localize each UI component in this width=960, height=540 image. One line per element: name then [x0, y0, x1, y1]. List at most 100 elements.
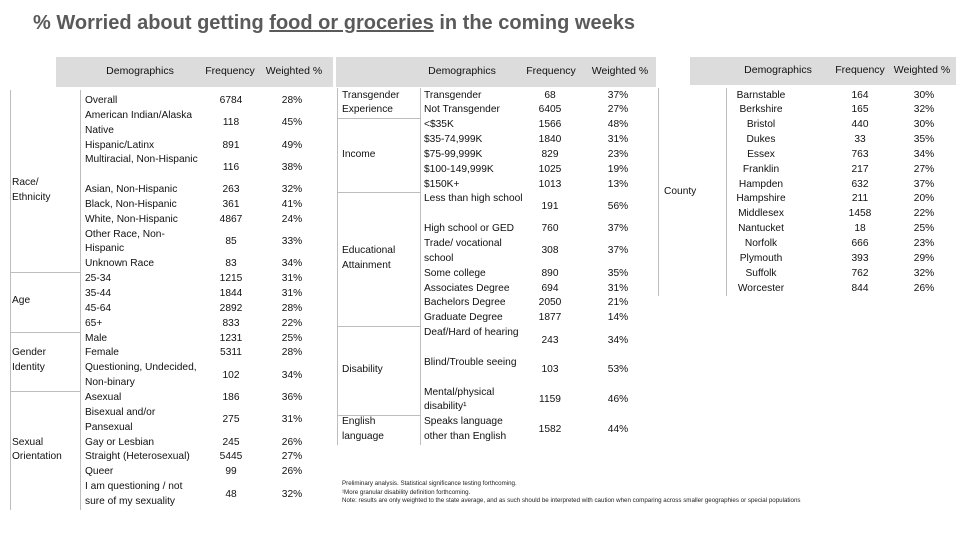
table-1-left-border: [10, 90, 11, 510]
row-label: Asexual: [85, 392, 122, 403]
row-weighted-pct: 24%: [281, 213, 303, 225]
row-frequency: 5445: [219, 451, 243, 463]
group-divider: [338, 326, 420, 328]
row-frequency: 165: [851, 104, 869, 116]
row-weighted-pct: 22%: [281, 317, 303, 329]
row-label: Queer: [85, 466, 114, 478]
row-frequency: 116: [222, 161, 240, 173]
row-label: Franklin: [742, 163, 780, 175]
group-divider: [10, 331, 80, 333]
footnote-3: Note: results are only weighted to the s…: [342, 497, 801, 505]
row-label: American Indian/Alaska Native: [85, 109, 193, 136]
row-weighted-pct: 26%: [913, 282, 935, 294]
row-weighted-pct: 34%: [913, 148, 935, 160]
row-frequency: 2050: [538, 297, 562, 309]
row-label: Overall: [85, 95, 118, 106]
row-label: Black, Non-Hispanic: [85, 198, 177, 210]
row-weighted-pct: 28%: [281, 302, 303, 314]
group-divider: [338, 415, 420, 417]
row-label: Speaks language other than English: [424, 416, 507, 443]
row-weighted-pct: 34%: [281, 258, 303, 270]
row-weighted-pct: 36%: [281, 392, 303, 403]
row-label: $100-149,999K: [424, 163, 494, 175]
row-weighted-pct: 32%: [913, 104, 935, 116]
row-weighted-pct: 35%: [913, 134, 935, 146]
row-label: Other Race, Non-Hispanic: [85, 228, 165, 255]
header-demographics-1: Demographics: [106, 65, 174, 77]
row-weighted-pct: 30%: [913, 89, 935, 101]
row-frequency: 68: [544, 89, 556, 101]
row-frequency: 243: [541, 334, 559, 346]
row-weighted-pct: 22%: [913, 208, 935, 220]
row-label: Gay or Lesbian: [85, 436, 155, 448]
row-frequency: 1844: [219, 288, 243, 300]
row-frequency: 760: [541, 223, 559, 235]
row-frequency: 1582: [538, 423, 562, 435]
row-label: $75-99,999K: [424, 148, 483, 160]
row-weighted-pct: 26%: [281, 436, 303, 448]
row-weighted-pct: 46%: [607, 393, 629, 405]
row-weighted-pct: 48%: [607, 119, 629, 131]
row-label: White, Non-Hispanic: [85, 213, 178, 225]
row-frequency: 1877: [538, 312, 562, 324]
row-label: Worcester: [737, 282, 785, 294]
row-frequency: 211: [851, 193, 869, 205]
row-frequency: 33: [854, 134, 866, 146]
group-divider: [10, 272, 80, 274]
row-weighted-pct: 28%: [281, 347, 303, 359]
row-label: Deaf/Hard of hearing: [424, 327, 519, 339]
title-suffix: in the coming weeks: [433, 12, 635, 34]
row-weighted-pct: 31%: [281, 414, 303, 426]
row-frequency: 191: [541, 200, 559, 212]
group-divider: [338, 118, 420, 120]
row-label: Male: [85, 332, 108, 344]
header-frequency-2: Frequency: [526, 65, 576, 77]
row-frequency: 164: [851, 89, 869, 101]
row-frequency: 891: [222, 139, 240, 151]
row-frequency: 763: [851, 148, 869, 160]
table-2-left-border: [337, 88, 338, 445]
row-frequency: 1215: [219, 273, 243, 285]
row-frequency: 844: [851, 282, 869, 294]
row-frequency: 2892: [219, 302, 243, 314]
row-weighted-pct: 33%: [281, 236, 303, 248]
footnote-2: ¹More granular disability definition for…: [342, 488, 471, 496]
row-label: Not Transgender: [424, 104, 500, 116]
table-2-header: [336, 57, 656, 87]
group-label: Educational Attainment: [342, 245, 396, 272]
row-frequency: 762: [851, 267, 869, 279]
row-weighted-pct: 49%: [281, 139, 303, 151]
row-frequency: 666: [851, 238, 869, 249]
row-frequency: 1159: [539, 393, 561, 405]
table-1-divider: [80, 90, 81, 510]
row-frequency: 1566: [538, 119, 562, 131]
row-label: High school or GED: [424, 223, 515, 235]
table-3-left-border: [658, 88, 659, 297]
title-underlined: food or groceries: [269, 12, 434, 34]
row-frequency: 4867: [219, 213, 243, 225]
row-frequency: 85: [225, 236, 237, 248]
row-weighted-pct: 41%: [281, 198, 303, 210]
row-frequency: 833: [222, 317, 240, 329]
group-label: Transgender Experience: [342, 89, 400, 116]
row-weighted-pct: 37%: [607, 223, 629, 235]
row-frequency: 393: [851, 252, 869, 264]
row-weighted-pct: 35%: [607, 267, 629, 279]
row-weighted-pct: 19%: [607, 163, 629, 175]
row-frequency: 18: [854, 223, 866, 235]
row-weighted-pct: 20%: [913, 193, 935, 205]
row-label: $35-74,999K: [424, 134, 483, 146]
row-weighted-pct: 31%: [607, 134, 629, 146]
row-weighted-pct: 32%: [281, 488, 303, 500]
group-label: Gender Identity: [12, 347, 46, 374]
row-label: Some college: [424, 267, 486, 279]
row-weighted-pct: 23%: [913, 238, 935, 249]
row-label: 25-34: [85, 273, 112, 285]
row-weighted-pct: 34%: [607, 334, 629, 346]
row-weighted-pct: 13%: [607, 178, 629, 190]
row-weighted-pct: 31%: [281, 288, 303, 300]
group-label: Age: [12, 295, 31, 307]
row-label: Transgender: [424, 89, 482, 101]
row-label: Graduate Degree: [424, 312, 503, 324]
group-divider: [10, 391, 80, 392]
